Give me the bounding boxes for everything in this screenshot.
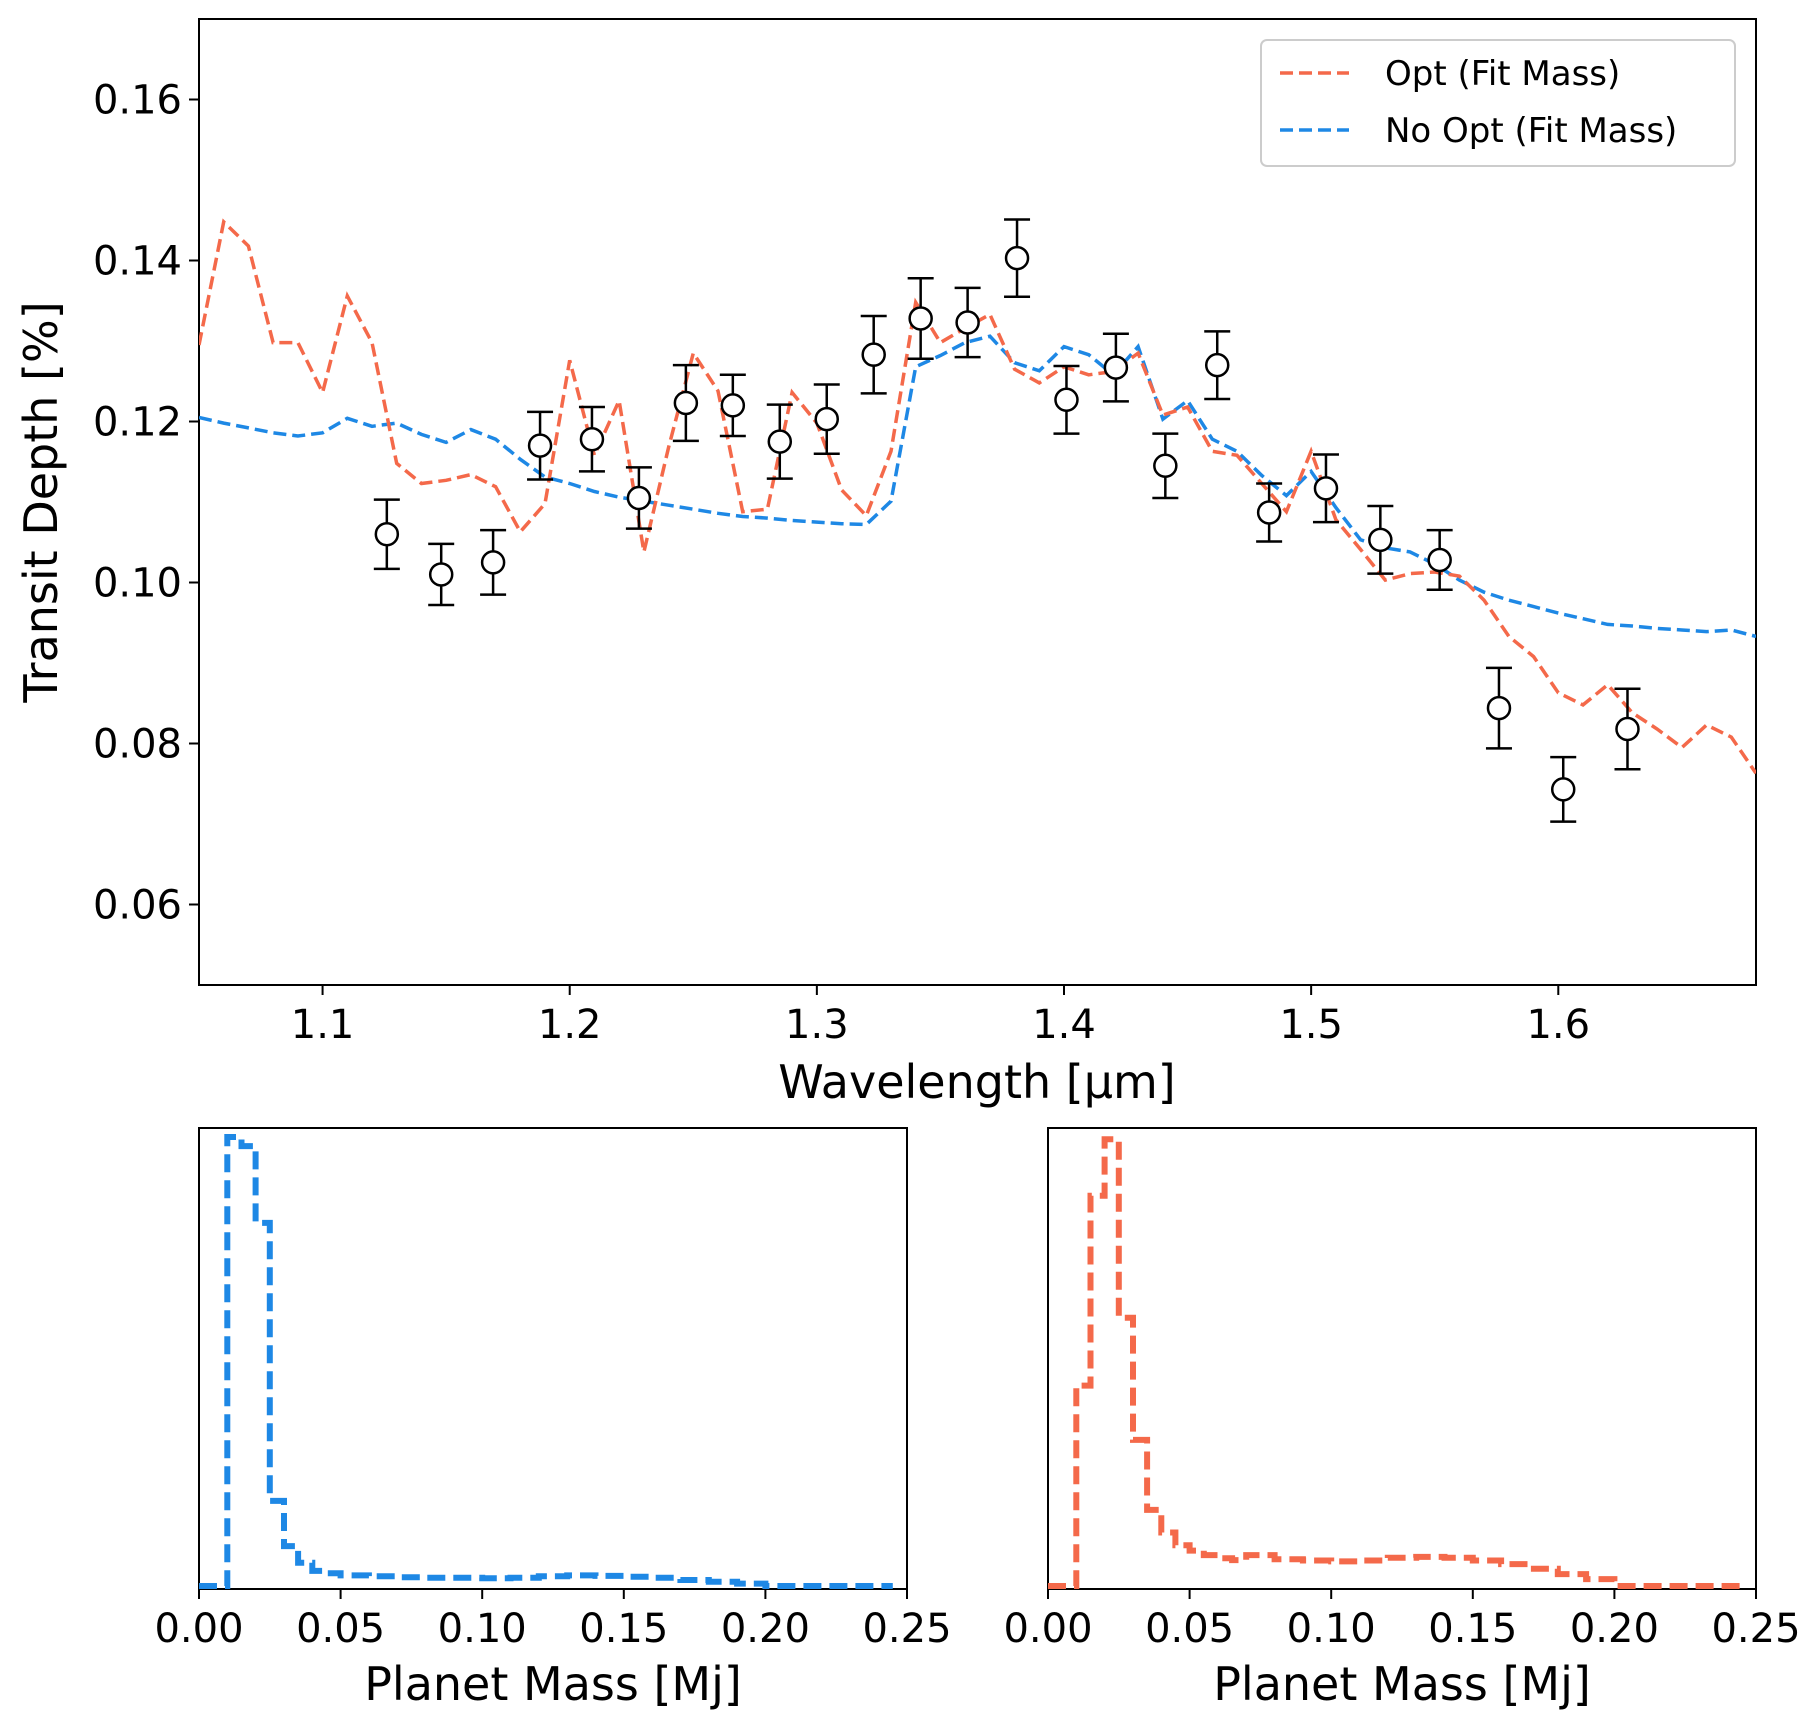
spectrum-x-tick-label: 1.4: [1032, 1002, 1096, 1048]
data-point: [1053, 364, 1080, 435]
data-marker: [579, 426, 605, 452]
data-marker: [1153, 453, 1178, 479]
data-point: [1485, 666, 1512, 750]
mass-histogram-opt-x-tick-label: 0.05: [1145, 1606, 1234, 1652]
data-point: [1152, 432, 1179, 500]
data-point: [373, 498, 400, 571]
mass-histogram-no-opt-x-tick-label: 0.20: [721, 1606, 810, 1652]
data-point: [1256, 482, 1283, 543]
data-marker: [374, 521, 400, 547]
data-point: [578, 405, 605, 473]
data-marker: [626, 485, 652, 511]
spectrum-x-tick-label: 1.1: [291, 1002, 355, 1048]
data-marker: [428, 562, 454, 587]
mass-histogram-no-opt-steps: [199, 1134, 893, 1589]
data-marker: [720, 393, 746, 418]
spectrum-y-tick-label: 0.12: [93, 400, 182, 446]
mass-histogram-no-opt-panel: 0.00 0.05 0.10 0.15 0.20 0.25 Planet Mass [Mj…: [154, 1127, 952, 1711]
mass-histogram-opt-x-tick-label: 0.25: [1711, 1606, 1800, 1652]
spectrum-y-tick-label: 0.06: [93, 883, 182, 929]
data-point: [1550, 755, 1577, 823]
data-point: [672, 363, 699, 443]
mass-histogram-opt-x-axis-title: Planet Mass [Mj]: [1213, 1657, 1591, 1711]
mass-histogram-opt-x-ticks: 0.00 0.05 0.10 0.15 0.20 0.25: [1003, 1589, 1801, 1652]
data-marker: [527, 433, 553, 458]
spectrum-y-tick-label: 0.10: [93, 561, 182, 607]
legend: Opt (Fit Mass) No Opt (Fit Mass): [1260, 39, 1736, 167]
legend-label-no-opt: No Opt (Fit Mass): [1385, 111, 1677, 151]
data-point: [1004, 218, 1031, 298]
data-marker: [955, 310, 980, 335]
spectrum-x-tick-label: 1.6: [1526, 1002, 1590, 1048]
data-marker: [908, 306, 933, 331]
data-marker: [1204, 352, 1230, 378]
mass-histogram-opt-steps: [1048, 1136, 1742, 1589]
data-point: [625, 466, 652, 530]
mass-histogram-no-opt-x-axis-title: Planet Mass [Mj]: [364, 1657, 742, 1711]
data-marker: [1368, 527, 1393, 553]
legend-label-opt: Opt (Fit Mass): [1385, 54, 1620, 94]
data-point: [1102, 332, 1129, 403]
mass-histogram-no-opt-x-ticks: 0.00 0.05 0.10 0.15 0.20 0.25: [154, 1589, 952, 1652]
mass-histogram-no-opt-x-tick-label: 0.05: [296, 1606, 385, 1652]
data-marker: [1427, 547, 1452, 573]
spectrum-x-axis-title: Wavelength [μm]: [778, 1055, 1175, 1109]
data-point: [428, 542, 455, 607]
data-point: [527, 410, 554, 481]
data-point: [1426, 528, 1453, 591]
data-point: [766, 403, 793, 480]
spectrum-y-tick-label: 0.08: [93, 722, 182, 768]
data-marker: [480, 550, 506, 575]
data-point: [1312, 453, 1339, 524]
data-point: [907, 276, 934, 360]
data-marker: [1615, 716, 1640, 742]
data-marker: [1054, 387, 1079, 413]
mass-histogram-opt-x-tick-label: 0.15: [1428, 1606, 1517, 1652]
data-point: [1614, 687, 1641, 771]
spectrum-y-tick-label: 0.14: [93, 239, 182, 285]
data-marker: [1486, 695, 1512, 721]
mass-histogram-opt-x-tick-label: 0.00: [1003, 1606, 1092, 1652]
spectrum-x-tick-label: 1.2: [538, 1002, 602, 1048]
no-opt-fit-mass-line: [199, 334, 1756, 639]
spectrum-x-tick-label: 1.3: [785, 1002, 849, 1048]
legend-frame: [1260, 39, 1736, 167]
data-marker: [1550, 777, 1576, 802]
data-marker: [1004, 245, 1030, 271]
data-marker: [1103, 355, 1129, 380]
mass-histogram-no-opt-x-tick-label: 0.25: [862, 1606, 951, 1652]
data-point: [1204, 330, 1231, 401]
data-point: [1367, 504, 1394, 575]
mass-histogram-no-opt-x-tick-label: 0.00: [154, 1606, 243, 1652]
mass-histogram-opt-histogram-step: [1048, 1136, 1742, 1589]
data-point: [813, 383, 840, 455]
data-marker: [673, 390, 699, 416]
spectrum-x-tick-label: 1.5: [1279, 1002, 1343, 1048]
spectrum-y-ticks: 0.06 0.08 0.10 0.12 0.14 0.16: [93, 78, 199, 929]
data-point: [954, 286, 981, 359]
spectrum-x-ticks: 1.1 1.2 1.3 1.4 1.5 1.6: [291, 985, 1590, 1048]
mass-histogram-no-opt-x-tick-label: 0.10: [438, 1606, 527, 1652]
data-point: [719, 373, 746, 438]
mass-histogram-opt-x-tick-label: 0.10: [1287, 1606, 1376, 1652]
spectrum-y-tick-label: 0.16: [93, 78, 182, 124]
spectrum-panel: 1.1 1.2 1.3 1.4 1.5 1.6 0.060.080.100.120.140…: [14, 18, 1757, 1109]
data-marker: [814, 406, 839, 432]
mass-histogram-no-opt-x-tick-label: 0.15: [579, 1606, 668, 1652]
data-point: [860, 314, 887, 395]
data-marker: [1256, 500, 1282, 525]
mass-histogram-no-opt-histogram-step: [199, 1134, 893, 1589]
spectrum-y-axis-title: Transit Depth [%]: [14, 301, 68, 703]
data-point: [480, 528, 507, 596]
mass-histogram-no-opt-plot-area: [198, 1127, 908, 1590]
mass-histogram-opt-panel: 0.00 0.05 0.10 0.15 0.20 0.25 Planet Mass [Mj…: [1003, 1127, 1801, 1711]
mass-histogram-opt-plot-area: [1047, 1127, 1757, 1590]
data-marker: [1313, 476, 1339, 501]
spectrum-errorbars: [373, 218, 1641, 823]
data-marker: [861, 342, 886, 367]
data-marker: [767, 429, 793, 454]
spectrum-plot-area: [198, 18, 1757, 986]
mass-histogram-opt-x-tick-label: 0.20: [1570, 1606, 1659, 1652]
